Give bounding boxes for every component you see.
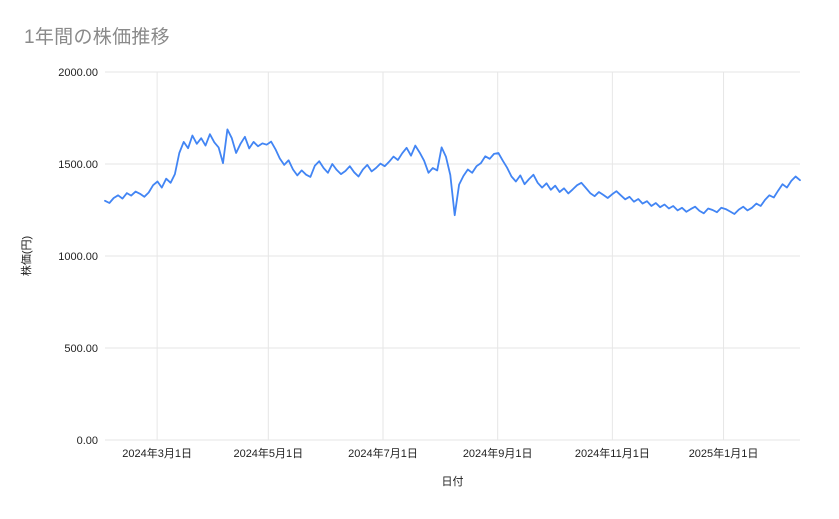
y-axis-tick-label: 1000.00 [58,251,98,263]
x-axis-tick-label: 2024年9月1日 [463,446,533,460]
y-axis-title: 株価(円) [19,236,33,276]
x-axis-title: 日付 [442,475,464,488]
x-axis-tick-label: 2024年7月1日 [348,446,418,460]
y-axis-tick-label: 0.00 [77,435,98,447]
y-axis-tick-label: 1500.00 [58,159,98,171]
stock-price-line-chart: 0.00 500.00 1000.00 1500.00 2000.00 2024年3月1日… [19,67,801,488]
x-axis-tick-label: 2024年3月1日 [122,446,192,460]
y-axis-tick-label: 500.00 [64,343,98,355]
x-axis-tick-label: 2024年5月1日 [233,446,303,460]
x-axis-tick-label: 2024年11月1日 [575,446,650,460]
x-axis-tick-label: 2025年1月1日 [689,446,759,460]
price-series-line [104,128,801,217]
chart-title: 1年間の株価推移 [24,27,170,48]
y-axis-tick-label: 2000.00 [58,67,98,79]
